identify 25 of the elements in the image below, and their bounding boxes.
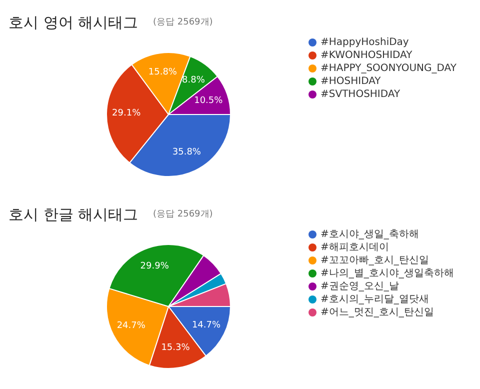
legend-label: #꼬꼬아빠_호시_탄신일 [320, 255, 429, 266]
data-label: 14.7% [192, 320, 221, 330]
legend-label: #호시의_누리달_열닷새 [320, 294, 429, 305]
data-label: 8.8% [182, 76, 206, 86]
data-label: 29.9% [140, 262, 170, 272]
chart-subtitle: (응답 2569개) [153, 18, 213, 28]
legend-label: #KWONHOSHIDAY [320, 50, 414, 61]
data-label: 15.3% [161, 343, 190, 354]
data-label: 24.7% [116, 320, 146, 331]
chart-title: 호시 한글 해시태그 [8, 206, 138, 224]
legend-label: #호시야_생일_축하해 [320, 229, 419, 240]
chart-title: 호시 영어 해시태그 [8, 14, 138, 32]
data-label: 10.5% [194, 96, 224, 106]
legend-label: #SVTHOSHIDAY [320, 89, 401, 100]
legend-label: #HOSHIDAY [320, 76, 382, 87]
legend-label: #나의_별_호시야_생일축하해 [320, 268, 454, 279]
data-label: 29.1% [112, 108, 142, 119]
chart-subtitle: (응답 2569개) [153, 210, 213, 220]
data-label: 15.8% [148, 68, 178, 78]
legend-label: #권순영_오신_날 [320, 281, 399, 292]
data-label: 35.8% [172, 148, 202, 158]
legend-label: #어느_멋진_호시_탄신일 [320, 307, 434, 318]
legend-label: #해피호시데이 [320, 242, 389, 253]
legend-label: #HappyHoshiDay [320, 37, 409, 48]
legend-label: #HAPPY_SOONYOUNG_DAY [320, 63, 458, 74]
